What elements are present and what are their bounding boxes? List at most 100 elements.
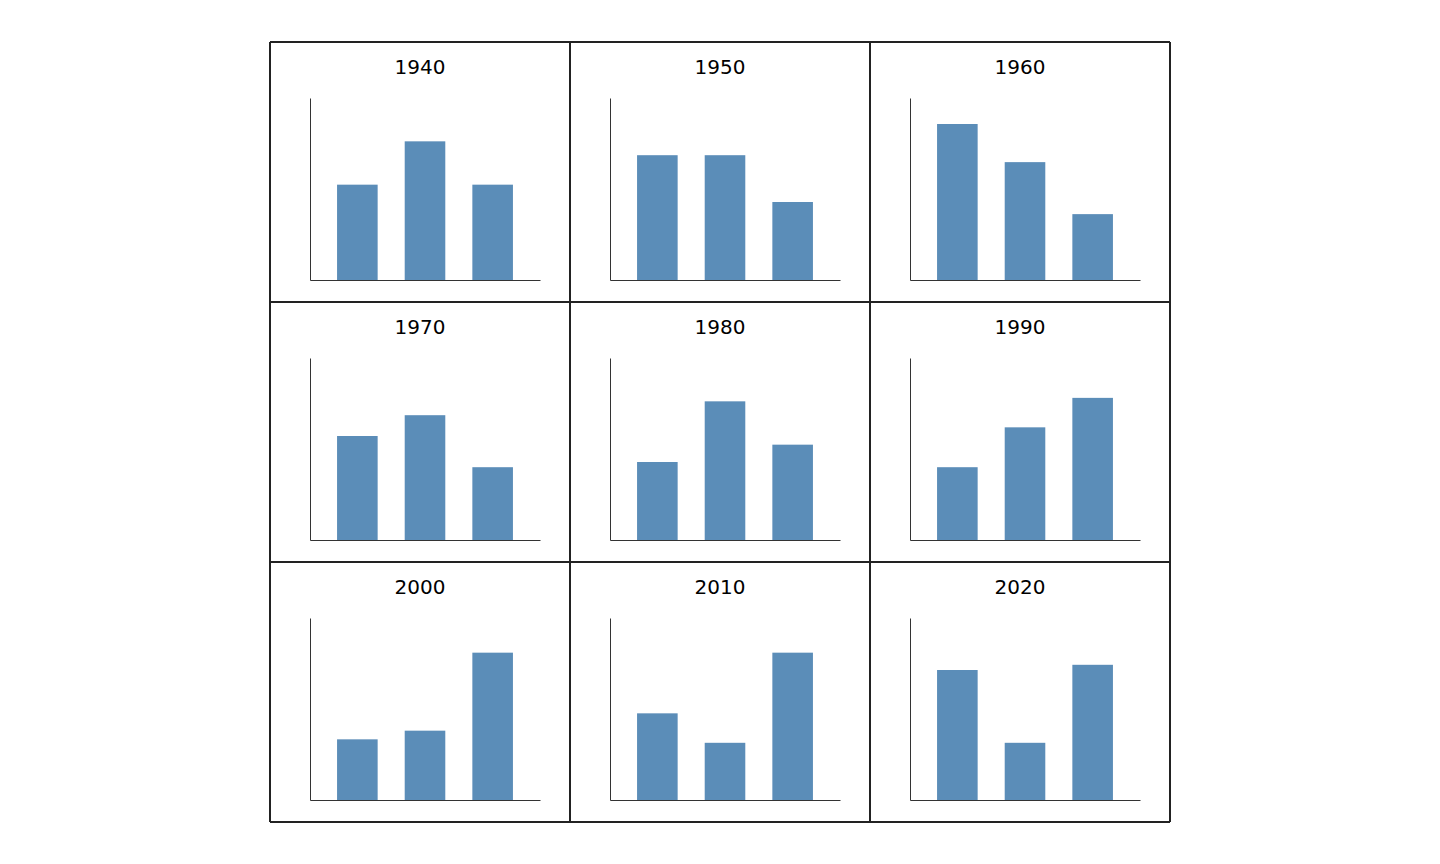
bar	[772, 445, 813, 540]
bar	[772, 202, 813, 280]
x-axis-line	[911, 540, 1141, 541]
x-axis	[611, 540, 841, 541]
bars	[337, 653, 513, 800]
bars	[937, 124, 1113, 280]
y-axis	[610, 359, 611, 541]
panel-border	[270, 41, 1170, 43]
bar	[937, 467, 978, 540]
bar	[472, 467, 513, 540]
x-axis-line	[611, 800, 841, 801]
bar	[637, 713, 678, 800]
bar	[937, 670, 978, 800]
x-axis	[611, 800, 841, 801]
panel-title: 1980	[695, 315, 746, 339]
x-axis-line	[311, 280, 541, 281]
panel: 1980	[611, 315, 841, 541]
y-axis	[310, 99, 311, 281]
bar	[405, 731, 446, 800]
plot-area	[911, 99, 1141, 281]
bar	[405, 141, 446, 280]
bars	[937, 665, 1113, 800]
plot-area	[911, 359, 1141, 541]
plot-area	[611, 359, 841, 541]
panel-title: 1990	[995, 315, 1046, 339]
y-axis-line	[610, 359, 611, 541]
bar	[705, 155, 746, 280]
panel: 1970	[311, 315, 541, 541]
panel-title: 2020	[995, 575, 1046, 599]
panel-title: 2000	[395, 575, 446, 599]
plot-area	[311, 359, 541, 541]
plot-area	[611, 99, 841, 281]
bar	[637, 462, 678, 540]
bar	[1005, 743, 1046, 800]
panel: 2010	[611, 575, 841, 801]
bar	[637, 155, 678, 280]
panel: 1990	[911, 315, 1141, 541]
panel-border	[270, 301, 1170, 303]
x-axis-line	[611, 540, 841, 541]
bar	[337, 436, 378, 540]
plot-area	[611, 619, 841, 801]
x-axis-line	[611, 280, 841, 281]
bar	[337, 185, 378, 280]
bar	[1072, 398, 1113, 540]
chart-root: 1940 1950 1960 1970 1980 1990 2000 2010 2020	[0, 0, 1440, 864]
y-axis	[610, 99, 611, 281]
panel-title: 1960	[995, 55, 1046, 79]
y-axis	[910, 359, 911, 541]
y-axis-line	[610, 99, 611, 281]
x-axis	[311, 280, 541, 281]
bar	[705, 401, 746, 540]
bar	[337, 739, 378, 800]
y-axis-line	[910, 359, 911, 541]
panel: 1950	[611, 55, 841, 281]
y-axis	[910, 619, 911, 801]
bar	[772, 653, 813, 800]
panel-title: 2010	[695, 575, 746, 599]
x-axis-line	[311, 540, 541, 541]
panel-border	[869, 42, 871, 822]
x-axis	[911, 800, 1141, 801]
bars	[637, 653, 813, 800]
bars	[637, 401, 813, 540]
y-axis	[310, 359, 311, 541]
panel-title: 1970	[395, 315, 446, 339]
panel: 1960	[911, 55, 1141, 281]
x-axis	[311, 800, 541, 801]
bar	[937, 124, 978, 280]
y-axis-line	[310, 359, 311, 541]
x-axis	[311, 540, 541, 541]
bar	[405, 415, 446, 540]
panel-borders	[270, 42, 1170, 822]
panel-border	[269, 42, 271, 822]
panel: 1940	[311, 55, 541, 281]
bar	[1072, 214, 1113, 280]
plot-area	[311, 99, 541, 281]
y-axis-line	[610, 619, 611, 801]
bars	[637, 155, 813, 280]
bars	[337, 415, 513, 540]
x-axis	[911, 540, 1141, 541]
bar	[1005, 162, 1046, 280]
y-axis	[910, 99, 911, 281]
bar	[705, 743, 746, 800]
y-axis-line	[910, 99, 911, 281]
y-axis-line	[310, 99, 311, 281]
bar	[1072, 665, 1113, 800]
panel: 2020	[911, 575, 1141, 801]
y-axis-line	[310, 619, 311, 801]
panel: 2000	[311, 575, 541, 801]
bars	[337, 141, 513, 280]
x-axis-line	[311, 800, 541, 801]
plot-area	[311, 619, 541, 801]
panel-border	[270, 561, 1170, 563]
bar	[472, 653, 513, 800]
y-axis	[310, 619, 311, 801]
bar	[1005, 427, 1046, 540]
plot-area	[911, 619, 1141, 801]
panel-border	[569, 42, 571, 822]
y-axis-line	[910, 619, 911, 801]
panel-border	[1169, 42, 1171, 822]
panel-border	[270, 821, 1170, 823]
